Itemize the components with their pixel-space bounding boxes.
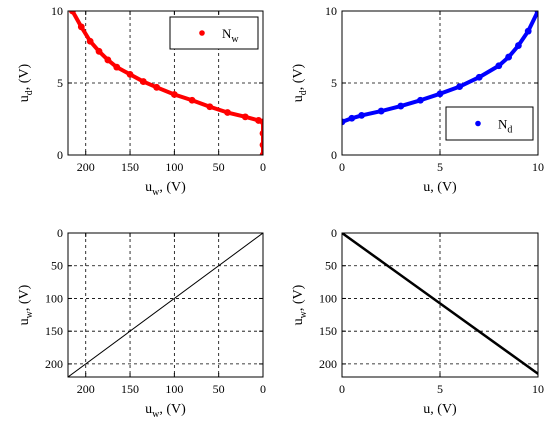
series-line: [68, 233, 263, 377]
x-tick-label: 0: [339, 160, 345, 174]
x-tick-label: 150: [121, 382, 139, 396]
data-point: [342, 118, 346, 126]
data-point: [139, 78, 147, 85]
x-tick-label: 50: [213, 160, 225, 174]
data-point: [259, 130, 263, 137]
x-tick-label: 100: [165, 382, 183, 396]
axes-frame: [67, 232, 264, 378]
y-tick-label: 100: [45, 291, 63, 305]
x-axis-label: uw, (V): [145, 180, 186, 198]
y-tick-label: 10: [325, 4, 337, 18]
data-point: [377, 107, 385, 115]
legend: Nd: [445, 106, 534, 141]
x-axis-label: uw, (V): [145, 402, 186, 420]
data-point: [524, 27, 532, 35]
x-tick-label: 0: [339, 382, 345, 396]
data-point: [153, 83, 161, 91]
top-right-plot: 0 5 10 0 5 10 u, (V) ud, (V) Nd: [291, 4, 544, 195]
legend-marker: [199, 30, 205, 36]
data-point: [534, 11, 538, 15]
data-point: [358, 112, 365, 119]
y-tick-label: 200: [319, 357, 337, 371]
data-point: [515, 42, 522, 49]
series-line: [342, 233, 538, 375]
x-tick-label: 10: [532, 382, 544, 396]
x-axis-label: u, (V): [423, 402, 457, 417]
data-point: [69, 11, 76, 15]
y-tick-label: 100: [319, 291, 337, 305]
y-axis-label: ud, (V): [17, 63, 35, 102]
x-tick-label: 0: [260, 382, 266, 396]
y-tick-label: 150: [319, 324, 337, 338]
y-tick-label: 0: [57, 148, 63, 162]
x-tick-label: 200: [77, 382, 95, 396]
data-point: [126, 70, 134, 78]
x-tick-label: 0: [260, 160, 266, 174]
data-point: [188, 96, 196, 104]
x-axis-label: u, (V): [423, 180, 457, 195]
x-tick-label: 10: [532, 160, 544, 174]
data-point: [170, 91, 178, 98]
y-tick-label: 150: [45, 324, 63, 338]
data-point: [495, 62, 503, 70]
y-tick-label: 5: [331, 76, 337, 90]
top-left-plot: 200 150 100 50 0 0 5 10 uw, (V) ud, (V) Nw: [17, 4, 266, 198]
data-point: [259, 118, 263, 126]
data-point: [456, 83, 463, 90]
x-tick-label: 5: [437, 382, 443, 396]
y-axis-label: uw, (V): [17, 284, 35, 325]
x-tick-label: 100: [165, 160, 183, 174]
data-point: [417, 96, 424, 104]
y-axis-label: ud, (V): [291, 63, 309, 102]
x-tick-label: 50: [213, 382, 225, 396]
data-point: [505, 53, 512, 61]
data-point: [241, 113, 249, 121]
y-tick-label: 0: [57, 226, 63, 240]
y-tick-label: 10: [51, 4, 63, 18]
y-tick-label: 50: [51, 259, 63, 273]
x-tick-label: 200: [77, 160, 95, 174]
bottom-left-plot: 200 150 100 50 0 0 50 100 150 200 uw, (V) uw, (V): [17, 226, 266, 420]
data-point: [259, 151, 263, 155]
data-point: [475, 73, 483, 81]
data-point: [77, 23, 85, 31]
data-point: [348, 114, 356, 122]
legend-label: Nd: [498, 117, 512, 136]
y-tick-label: 0: [331, 148, 337, 162]
data-point: [206, 103, 214, 111]
data-point: [113, 63, 121, 71]
series-n-d: [342, 11, 538, 126]
data-point: [436, 90, 444, 98]
data-point: [104, 56, 112, 64]
y-tick-label: 5: [57, 76, 63, 90]
series-line: [342, 233, 538, 375]
data-point: [259, 141, 263, 149]
legend: Nw: [169, 16, 259, 50]
data-point: [86, 37, 94, 45]
y-axis-label: uw, (V): [291, 284, 309, 325]
legend-marker: [475, 120, 481, 127]
y-tick-label: 200: [45, 357, 63, 371]
data-point: [95, 47, 103, 55]
x-tick-label: 150: [121, 160, 139, 174]
x-tick-label: 5: [437, 160, 443, 174]
legend-label: Nw: [222, 26, 239, 45]
series-line: [68, 233, 263, 377]
y-tick-label: 0: [331, 226, 337, 240]
data-point: [397, 102, 405, 110]
data-point: [224, 109, 231, 116]
series-n-w: [69, 11, 263, 155]
y-tick-label: 50: [325, 259, 337, 273]
